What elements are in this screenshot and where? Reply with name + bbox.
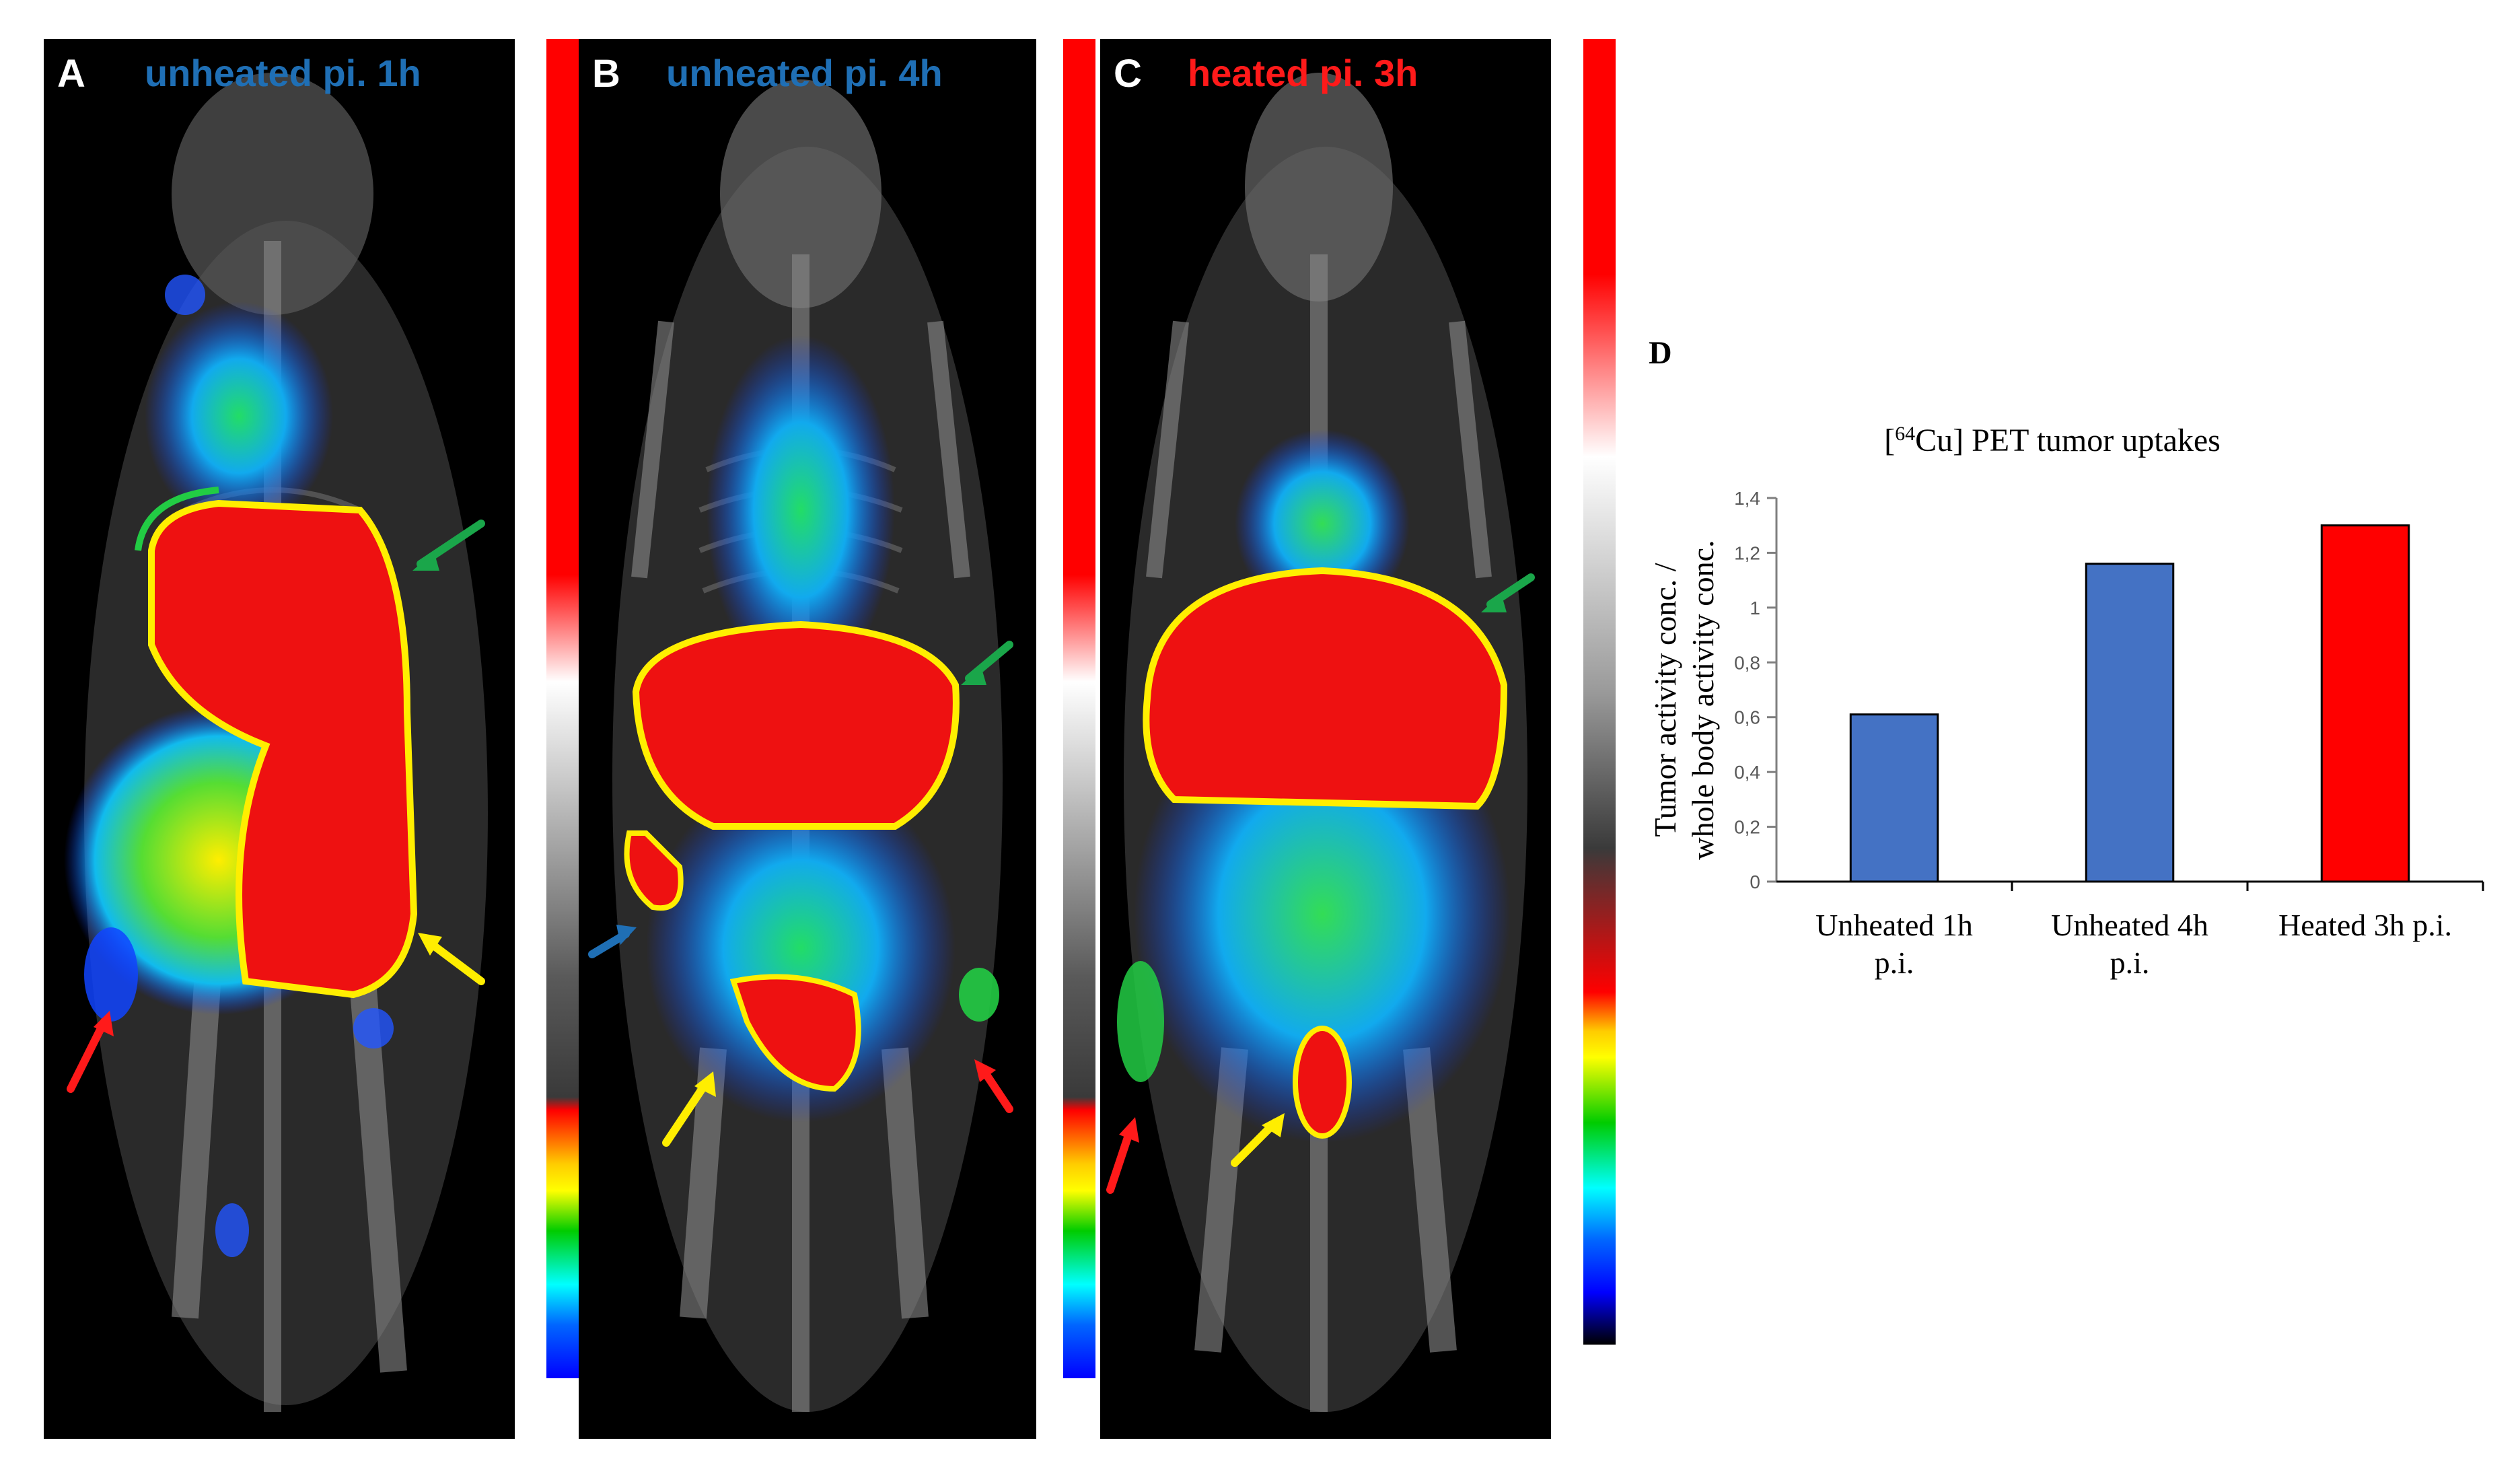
y-tick-label: 0,6 <box>1734 707 1760 728</box>
y-tick-label: 0,8 <box>1734 652 1760 673</box>
pet-scan-panel-b: B unheated pi. 4h <box>579 39 1036 1439</box>
pet-scan-image-a <box>64 73 488 1412</box>
y-axis-label-line-2: whole body activity conc. <box>1686 540 1720 859</box>
bar <box>1849 713 1939 883</box>
x-tick-label: Heated 3h p.i. <box>2278 908 2452 942</box>
arrow-red-a <box>67 1018 108 1093</box>
y-tick-label: 1,2 <box>1734 542 1760 563</box>
y-tick-label: 0,4 <box>1734 762 1760 783</box>
panel-title-a: unheated pi. 1h <box>145 52 421 94</box>
y-tick-label: 1 <box>1750 598 1760 618</box>
pet-scan-panel-a: A unheated pi. 1h <box>44 39 515 1439</box>
pet-scan-image-b <box>588 79 1013 1412</box>
bars <box>1849 524 2410 883</box>
y-axis-label-line-1: Tumor activity conc. / <box>1648 563 1682 837</box>
colorbar-c <box>1583 39 1616 1345</box>
y-tick-label: 0 <box>1750 871 1760 892</box>
bar <box>2085 563 2175 883</box>
panel-letter-b: B <box>592 52 620 96</box>
y-ticks: 0 0,2 0,4 0,6 0,8 1 1,2 1,4 <box>1734 488 1776 892</box>
chart-title-prefix: [ <box>1884 423 1895 458</box>
chart-title: [64Cu] PET tumor uptakes <box>1884 423 2221 459</box>
y-tick-label: 1,4 <box>1734 488 1760 509</box>
panel-letter-d: D <box>1649 335 1672 371</box>
pet-scan-panel-c: C heated pi. 3h <box>1100 39 1551 1439</box>
x-tick-label: p.i. <box>1875 946 1914 980</box>
arrow-yellow-b <box>662 1078 711 1147</box>
x-tick-label: Unheated 4h <box>2051 908 2208 942</box>
panel-letter-c: C <box>1114 52 1142 96</box>
colorbar-a <box>546 39 579 1378</box>
chart-title-suffix: Cu] PET tumor uptakes <box>1915 423 2221 458</box>
x-tick-label: p.i. <box>2110 946 2150 980</box>
y-axis-label: Tumor activity conc. / whole body activi… <box>1648 540 1720 859</box>
y-tick-label: 0,2 <box>1734 817 1760 838</box>
colorbar-b <box>1063 39 1095 1378</box>
arrow-red-c <box>1106 1125 1135 1194</box>
arrow-yellow-a <box>423 937 485 985</box>
chart-title-superscript: 64 <box>1895 423 1915 445</box>
bar <box>2320 524 2410 883</box>
panel-letter-a: A <box>57 52 85 96</box>
x-tick-label: Unheated 1h <box>1815 908 1973 942</box>
panel-title-b: unheated pi. 4h <box>666 52 943 94</box>
pet-scan-image-c <box>1106 73 1535 1412</box>
x-tick-labels: Unheated 1h p.i. Unheated 4h p.i. Heated 3h … <box>1815 882 2484 980</box>
tumor-uptake-chart: D [64Cu] PET tumor uptakes Tumor activit… <box>1648 335 2484 980</box>
panel-title-c: heated pi. 3h <box>1188 52 1418 94</box>
